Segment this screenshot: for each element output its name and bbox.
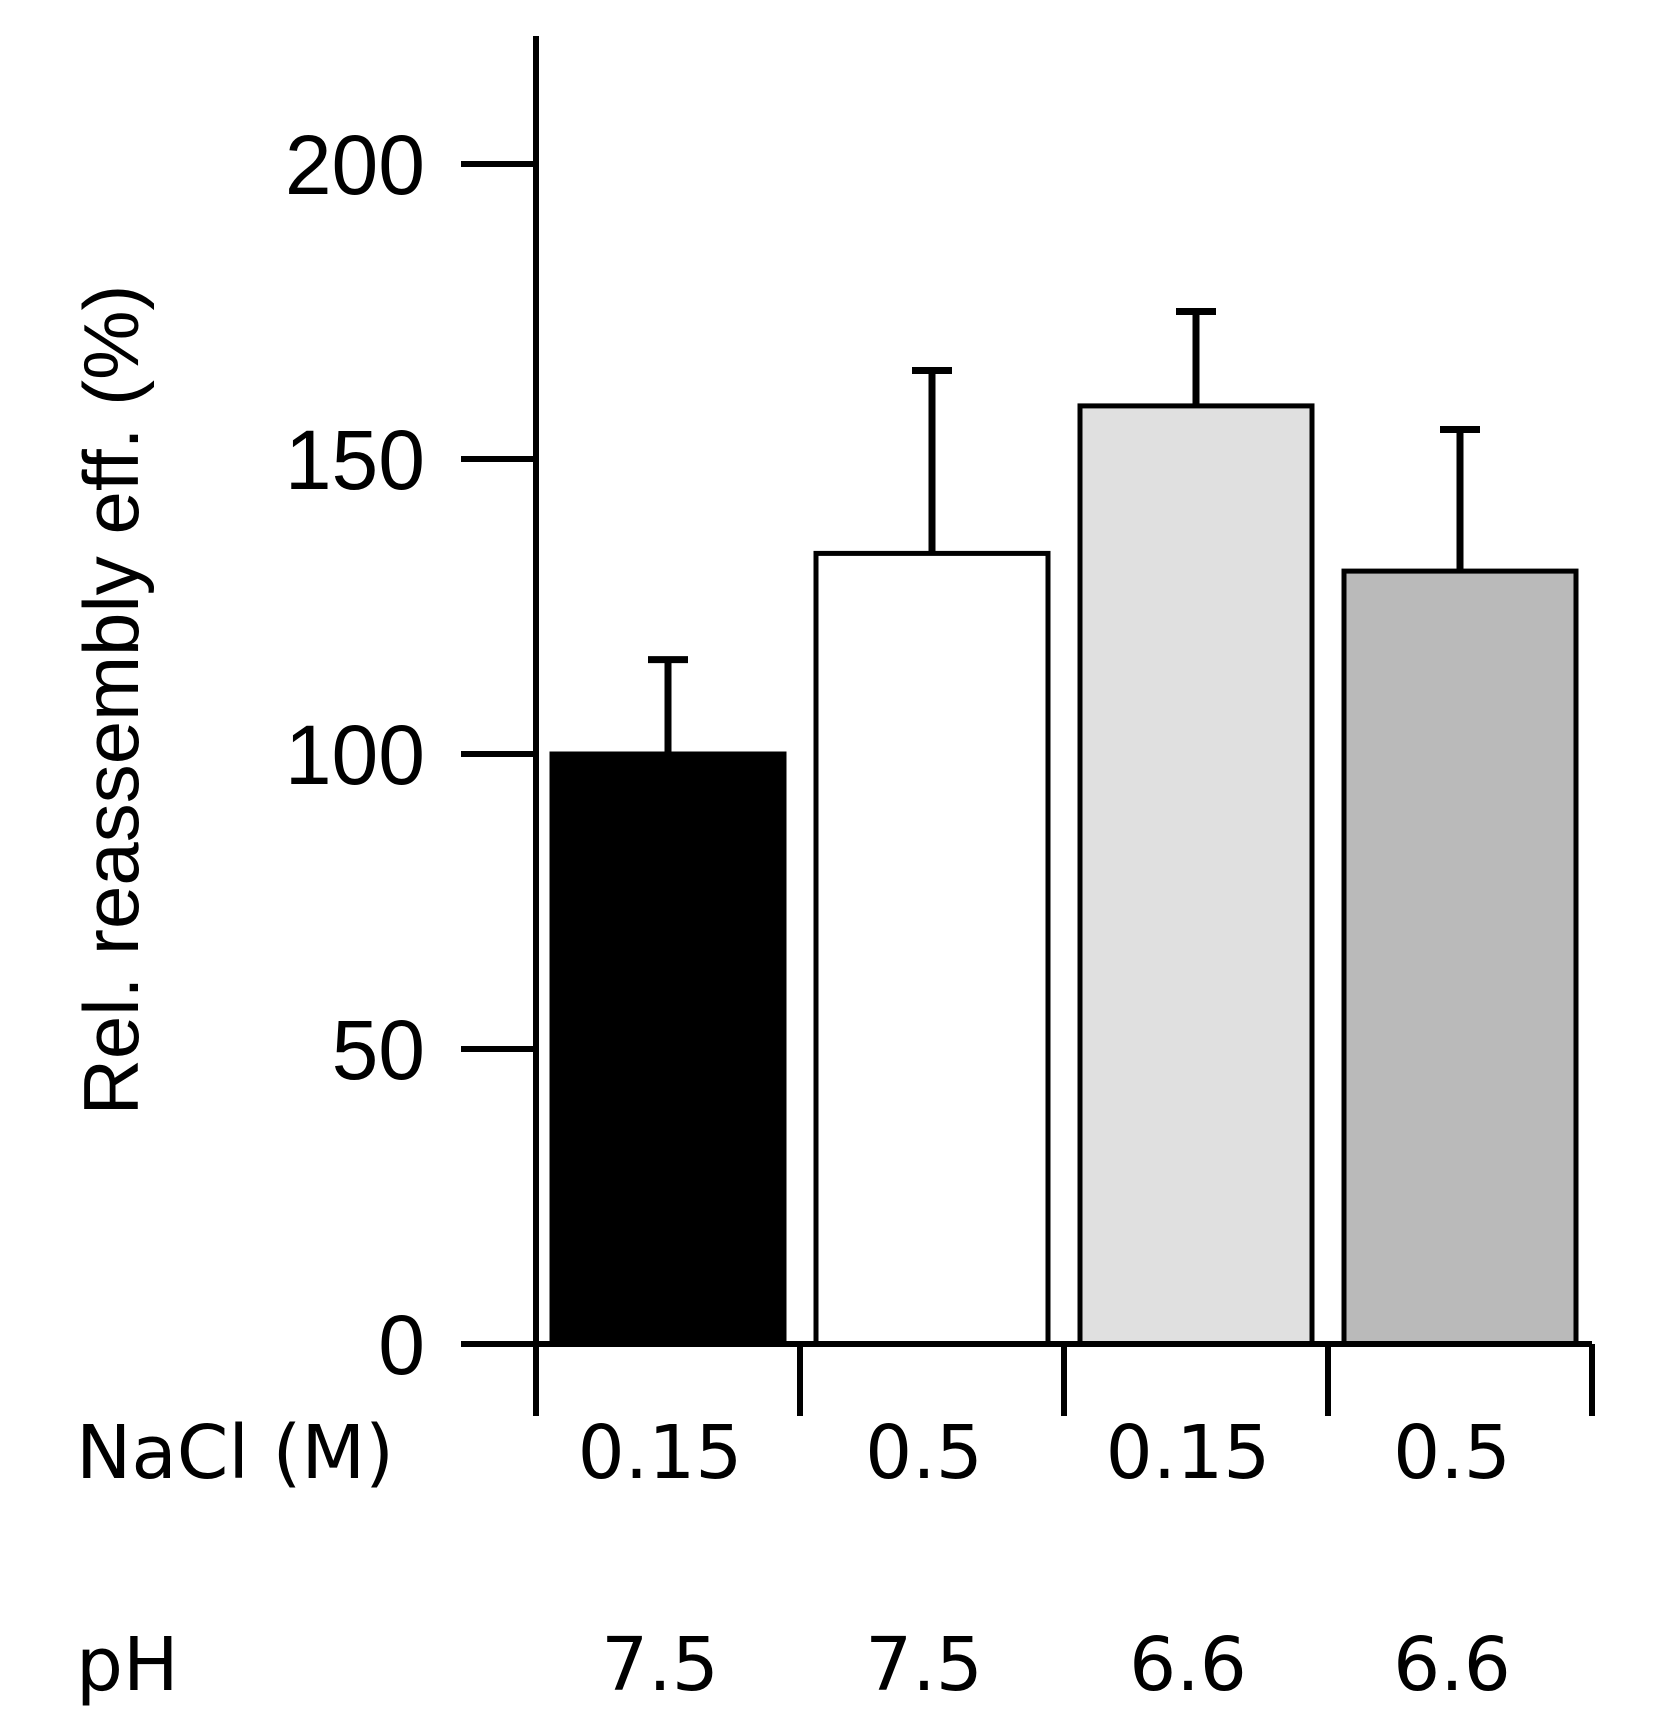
bar-4 xyxy=(1341,568,1579,1347)
row-1-value-4: 0.5 xyxy=(1393,1410,1511,1496)
y-tick-label-100: 100 xyxy=(285,708,425,802)
row-2-value-3: 6.6 xyxy=(1129,1622,1247,1708)
y-axis-title: Rel. reassembly eff. (%) xyxy=(67,285,155,1116)
row-1-value-3: 0.15 xyxy=(1106,1410,1271,1496)
row-label-1: NaCl (M) xyxy=(76,1410,394,1496)
row-2-value-1: 7.5 xyxy=(601,1622,719,1708)
row-1-value-1: 0.15 xyxy=(578,1410,743,1496)
row-2-value-4: 6.6 xyxy=(1393,1622,1511,1708)
y-tick-label-50: 50 xyxy=(332,1003,425,1097)
row-2-value-2: 7.5 xyxy=(865,1622,983,1708)
axes-layer xyxy=(461,36,1595,1416)
row-1-value-2: 0.5 xyxy=(865,1410,983,1496)
labels-layer: 0 50 100 150 200 Rel. reassembly eff. (%) NaCl… xyxy=(67,118,1511,1708)
bars-layer xyxy=(549,308,1579,1347)
y-tick-label-150: 150 xyxy=(285,413,425,507)
row-label-2: pH xyxy=(76,1622,179,1708)
bar-2 xyxy=(813,550,1051,1347)
y-tick-label-200: 200 xyxy=(285,118,425,212)
bar-3 xyxy=(1077,403,1315,1347)
y-tick-label-0: 0 xyxy=(378,1298,425,1392)
bar-1 xyxy=(549,751,787,1347)
